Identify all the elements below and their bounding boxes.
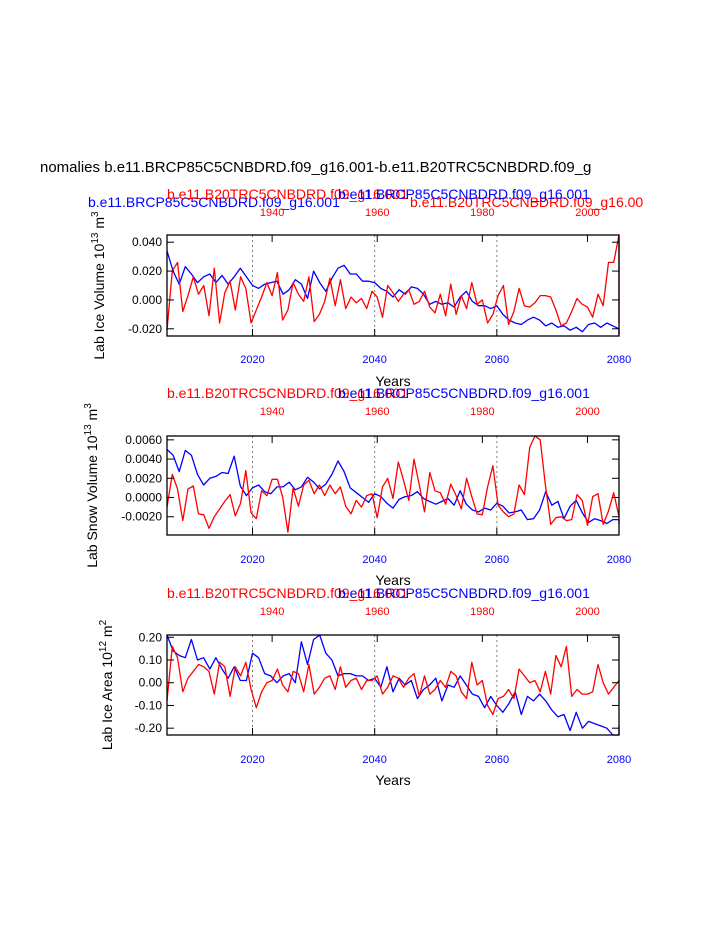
historical-series-line xyxy=(166,435,620,533)
x-tick-label-top: 1960 xyxy=(365,606,389,618)
x-tick-label-bottom: 2040 xyxy=(362,354,386,366)
y-axis-title: Lab Ice Area 1012 m2 xyxy=(98,619,115,750)
x-tick-label-top: 1980 xyxy=(470,406,494,418)
x-tick-label-top: 1980 xyxy=(470,606,494,618)
x-tick-label-bottom: 2020 xyxy=(240,554,264,566)
y-axis-title-unit-exponent: 2 xyxy=(98,619,109,625)
x-tick-label-top: 1960 xyxy=(365,406,389,418)
x-tick-label-bottom: 2060 xyxy=(485,554,509,566)
x-tick-label-top: 1940 xyxy=(260,207,284,219)
y-tick-label: 0.040 xyxy=(132,235,162,249)
x-tick-label-bottom: 2040 xyxy=(362,754,386,766)
x-tick-label-top: 2000 xyxy=(575,606,599,618)
x-tick-label-bottom: 2080 xyxy=(607,354,631,366)
x-tick-label-top: 1940 xyxy=(260,606,284,618)
y-axis-title-unit-exponent: 3 xyxy=(90,211,101,217)
y-axis-title-exponent: 12 xyxy=(98,641,109,653)
y-axis-title-text: Lab Snow Volume 10 xyxy=(84,435,100,568)
y-tick-label: 0.000 xyxy=(132,293,162,307)
y-tick-label: 0.20 xyxy=(139,630,163,644)
y-axis-title: Lab Snow Volume 1013 m3 xyxy=(83,403,100,568)
y-tick-label: 0.0040 xyxy=(125,452,162,466)
x-tick-label-top: 1940 xyxy=(260,406,284,418)
rcp85-series-line xyxy=(166,634,620,736)
plot-frame xyxy=(166,435,620,536)
y-axis-title: Lab Ice Volume 1013 m3 xyxy=(90,211,107,360)
historical-series-line xyxy=(166,645,620,716)
x-axis-title: Years xyxy=(375,572,410,588)
x-tick-label-bottom: 2040 xyxy=(362,554,386,566)
case-label-top-right-red: b.e11.B20TRC5CNBDRD.f09_g16.00 xyxy=(410,194,643,210)
x-tick-label-bottom: 2080 xyxy=(607,754,631,766)
x-tick-label-bottom: 2020 xyxy=(240,354,264,366)
x-tick-label-bottom: 2060 xyxy=(485,754,509,766)
rcp85-series-line xyxy=(166,250,620,336)
plot-frame xyxy=(166,234,620,337)
x-tick-label-top: 2000 xyxy=(575,406,599,418)
y-tick-label: -0.020 xyxy=(128,322,162,336)
y-tick-label: 0.020 xyxy=(132,264,162,278)
y-axis-title-unit: m xyxy=(99,625,115,641)
y-axis-title-text: Lab Ice Area 10 xyxy=(99,652,115,750)
y-axis-title-unit: m xyxy=(91,217,107,233)
y-tick-label: 0.0020 xyxy=(125,471,162,485)
case-label-top-left-blue: b.e11.BRCP85C5CNBDRD.f09_g16.001 xyxy=(88,194,340,210)
x-tick-label-bottom: 2020 xyxy=(240,754,264,766)
y-axis-title-unit-exponent: 3 xyxy=(83,403,94,409)
y-axis-title-exponent: 13 xyxy=(83,424,94,436)
x-tick-label-top: 1960 xyxy=(365,207,389,219)
main-title: nomalies b.e11.BRCP85C5CNBDRD.f09_g16.00… xyxy=(40,159,591,176)
y-tick-label: -0.10 xyxy=(135,698,163,712)
case-label-mid-right-blue: b.e11.BRCP85C5CNBDRD.f09_g16.001 xyxy=(338,385,590,401)
x-tick-label-top: 2000 xyxy=(575,207,599,219)
case-label-top-right-blue: b.e11.BRCP85C5CNBDRD.f09_g16.001 xyxy=(338,186,590,202)
x-axis-title: Years xyxy=(375,772,410,788)
case-label-mid-left-red: b.e11.B20TRC5CNBDRD.f09_g16.001 xyxy=(167,385,408,401)
y-tick-label: 0.0060 xyxy=(125,433,162,447)
y-tick-label: -0.20 xyxy=(135,721,163,735)
y-axis-title-exponent: 13 xyxy=(90,232,101,244)
y-axis-title-text: Lab Ice Volume 10 xyxy=(91,243,107,359)
y-tick-label: -0.0020 xyxy=(121,510,162,524)
ice-area-panel: -0.20 -0.10 0.00 0.10 0.20 2020 2040 2060 2080 19… xyxy=(98,606,631,788)
y-tick-label: 0.00 xyxy=(139,676,163,690)
snow-volume-panel: -0.0020 0.0000 0.0020 0.0040 0.0060 2020 2040 2… xyxy=(83,403,631,588)
x-tick-label-bottom: 2080 xyxy=(607,554,631,566)
y-tick-label: 0.10 xyxy=(139,653,163,667)
case-label-bot-right-blue: b.e11.BRCP85C5CNBDRD.f09_g16.001 xyxy=(338,585,590,601)
x-tick-label-bottom: 2060 xyxy=(485,354,509,366)
case-label-bot-left-red: b.e11.B20TRC5CNBDRD.f09_g16.001 xyxy=(167,585,408,601)
plot-frame xyxy=(166,634,620,736)
x-axis-title: Years xyxy=(375,373,410,389)
y-tick-label: 0.0000 xyxy=(125,491,162,505)
rcp85-series-line xyxy=(166,449,620,525)
case-label-top-left-red: b.e11.B20TRC5CNBDRD.f09_g16.001 xyxy=(167,186,408,202)
ice-volume-panel: -0.020 0.000 0.020 0.040 2020 2040 2060 2080 194… xyxy=(90,207,631,389)
x-tick-label-top: 1980 xyxy=(470,207,494,219)
historical-series-line xyxy=(166,234,620,331)
y-axis-title-unit: m xyxy=(84,409,100,425)
